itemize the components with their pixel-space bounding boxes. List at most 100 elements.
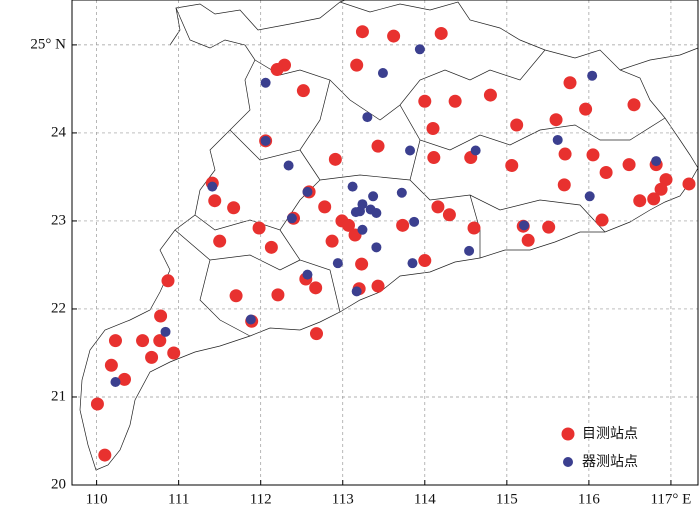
station-point <box>467 221 481 235</box>
station-point <box>154 309 168 323</box>
station-point <box>542 220 556 234</box>
x-tick-label: 117° E <box>650 491 691 507</box>
legend-label: 目测站点 <box>582 426 638 442</box>
station-point <box>622 158 636 172</box>
northern-neighbor <box>169 0 699 71</box>
station-point <box>104 358 118 372</box>
x-tick-label: 115 <box>496 491 518 507</box>
legend-marker <box>561 427 575 441</box>
station-point <box>350 58 364 72</box>
station-point <box>153 334 167 348</box>
station-point <box>409 216 420 227</box>
station-point <box>587 70 598 81</box>
station-point <box>136 334 150 348</box>
station-point <box>371 279 385 293</box>
station-point <box>347 181 358 192</box>
station-point <box>558 147 572 161</box>
station-point <box>283 160 294 171</box>
station-point <box>302 269 313 280</box>
station-point <box>325 234 339 248</box>
station-point <box>552 134 563 145</box>
station-point <box>357 199 368 210</box>
station-point <box>271 288 285 302</box>
station-point <box>318 200 332 214</box>
station-point <box>396 218 410 232</box>
station-point <box>505 158 519 172</box>
station-point <box>563 76 577 90</box>
x-tick-label: 114 <box>414 491 436 507</box>
station-point <box>633 194 647 208</box>
station-point <box>651 156 662 167</box>
station-point <box>682 177 696 191</box>
station-point <box>110 377 121 388</box>
station-point <box>286 213 297 224</box>
station-point <box>595 213 609 227</box>
plot-frame <box>71 0 699 486</box>
station-point <box>260 77 271 88</box>
x-tick-label: 116 <box>578 491 600 507</box>
station-point <box>213 234 227 248</box>
station-point <box>434 26 448 40</box>
station-point <box>368 191 379 202</box>
station-point <box>252 221 266 235</box>
station-point <box>519 220 530 231</box>
y-tick-label: 23 <box>51 212 66 228</box>
x-tick-label: 113 <box>332 491 354 507</box>
station-point <box>351 286 362 297</box>
station-point <box>557 178 571 192</box>
station-point <box>357 224 368 235</box>
y-tick-label: 25° N <box>30 36 66 52</box>
station-point <box>510 118 524 132</box>
station-point <box>302 186 313 197</box>
y-tick-label: 22 <box>51 300 66 316</box>
station-point <box>418 254 432 268</box>
y-tick-label: 24 <box>51 124 67 140</box>
legend-marker <box>563 457 573 467</box>
station-point <box>270 63 284 77</box>
station-point <box>362 112 373 123</box>
county-boundary <box>174 49 666 337</box>
station-point <box>396 187 407 198</box>
station-point <box>426 122 440 136</box>
station-point <box>227 201 241 215</box>
station-point <box>108 334 122 348</box>
station-point <box>118 372 132 386</box>
station-point <box>586 148 600 162</box>
station-point <box>659 173 673 187</box>
station-point <box>350 207 361 218</box>
station-point <box>427 151 441 165</box>
station-point <box>371 139 385 153</box>
province-outline <box>79 1 699 471</box>
station-point <box>584 191 595 202</box>
x-tick-label: 112 <box>250 491 272 507</box>
station-point <box>521 233 535 247</box>
station-point <box>407 258 418 269</box>
station-point <box>309 281 323 295</box>
station-point <box>371 242 382 253</box>
station-point <box>418 94 432 108</box>
station-point <box>160 326 171 337</box>
legend-label: 器测站点 <box>582 454 638 470</box>
station-point <box>371 208 382 219</box>
station-point <box>464 245 475 256</box>
station-point <box>599 166 613 180</box>
station-point <box>161 274 175 288</box>
station-point <box>90 397 104 411</box>
station-point <box>145 350 159 364</box>
station-point <box>405 145 416 156</box>
station-point <box>296 84 310 98</box>
station-point <box>470 145 481 156</box>
y-tick-label: 20 <box>51 476 66 492</box>
station-point <box>332 258 343 269</box>
station-point <box>377 68 388 79</box>
station-point <box>328 152 342 166</box>
y-tick-label: 21 <box>51 388 66 404</box>
station-point <box>208 194 222 208</box>
station-point <box>448 94 462 108</box>
station-point <box>414 44 425 55</box>
x-tick-label: 111 <box>168 491 189 507</box>
station-point <box>579 102 593 116</box>
station-point <box>483 88 497 102</box>
station-point <box>647 192 661 206</box>
